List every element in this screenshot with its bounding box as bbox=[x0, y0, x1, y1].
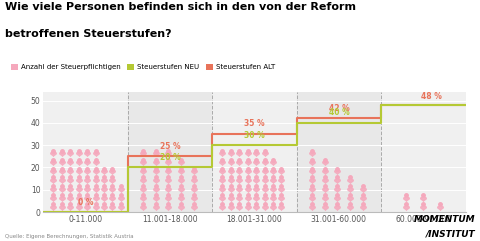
Text: /INSTITUT: /INSTITUT bbox=[426, 230, 475, 239]
Text: 0 %: 0 % bbox=[78, 198, 93, 207]
Text: betroffenen Steuerstufen?: betroffenen Steuerstufen? bbox=[5, 29, 171, 39]
Bar bbox=[381, 92, 466, 212]
Text: 40 %: 40 % bbox=[328, 108, 349, 117]
Text: 48 %: 48 % bbox=[421, 92, 442, 100]
Bar bbox=[128, 92, 212, 212]
Bar bbox=[212, 92, 297, 212]
Text: MOMENTUM: MOMENTUM bbox=[414, 215, 475, 224]
Text: 25 %: 25 % bbox=[160, 142, 180, 151]
Text: 42 %: 42 % bbox=[328, 104, 349, 113]
Bar bbox=[43, 92, 128, 212]
Legend: Anzahl der Steuerpflichtigen, Steuerstufen NEU, Steuerstufen ALT: Anzahl der Steuerpflichtigen, Steuerstuf… bbox=[8, 61, 278, 73]
Bar bbox=[297, 92, 381, 212]
Text: 35 %: 35 % bbox=[244, 119, 264, 128]
Text: 30 %: 30 % bbox=[244, 131, 265, 140]
Text: 20 %: 20 % bbox=[159, 153, 180, 162]
Text: Quelle: Eigene Berechnungen, Statistik Austria: Quelle: Eigene Berechnungen, Statistik A… bbox=[5, 234, 133, 239]
Text: Wie viele Personen befinden sich in den von der Reform: Wie viele Personen befinden sich in den … bbox=[5, 2, 356, 12]
